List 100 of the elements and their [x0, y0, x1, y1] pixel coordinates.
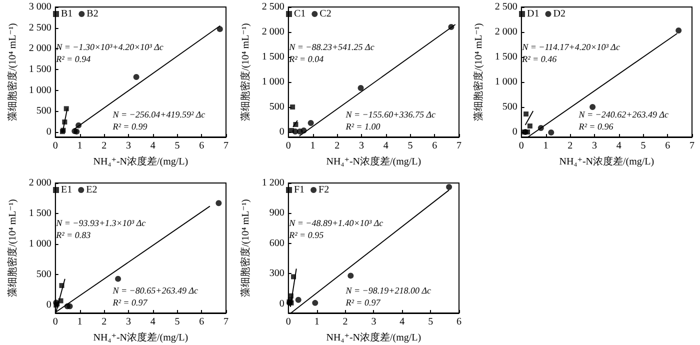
x-axis-title: NH₄⁺-N浓度差/(mg/L): [559, 156, 654, 168]
annotation: N = −256.04+419.59² Δc: [112, 109, 206, 120]
legend-label: C2: [320, 8, 332, 20]
x-tick-label: 2: [102, 316, 107, 328]
y-tick-label: 2 500: [262, 2, 284, 12]
x-tick-label: 7: [456, 140, 462, 152]
y-tick-label: 0: [46, 126, 52, 138]
x-tick-label: 3: [126, 316, 132, 328]
x-tick-label: 1: [310, 140, 316, 152]
y-tick-label: 0: [279, 298, 284, 310]
x-tick-label: 7: [224, 316, 228, 328]
annotation: R² = 0.46: [521, 54, 558, 64]
y-tick-label: 1 500: [494, 52, 518, 62]
y-tick-label: 1 000: [28, 238, 52, 250]
y-tick-label: 3 000: [28, 2, 52, 12]
y-tick-label: 600: [269, 238, 284, 249]
legend-label: F2: [318, 184, 330, 196]
x-tick-label: 1: [77, 140, 82, 152]
y-tick-label: 500: [269, 102, 284, 112]
x-tick-label: 7: [224, 140, 228, 152]
x-tick-label: 6: [432, 140, 438, 152]
annotation: R² = 0.97: [344, 297, 381, 308]
y-tick-label: 2 000: [262, 26, 284, 38]
x-tick-label: 4: [150, 140, 156, 152]
y-tick-label: 500: [36, 106, 52, 117]
y-tick-label: 2 500: [494, 2, 518, 12]
x-tick-label: 3: [371, 316, 376, 328]
annotation: N = −240.62+263.49 Δc: [578, 109, 668, 120]
x-tick-label: 4: [383, 140, 388, 152]
x-tick-label: 2: [102, 140, 107, 152]
y-tick-label: 1 000: [28, 84, 52, 96]
x-axis-title: NH₄⁺-N浓度差/(mg/L): [326, 332, 422, 344]
x-tick-label: 2: [568, 140, 573, 152]
x-tick-label: 2: [342, 316, 348, 328]
y-axis-title: 藻细胞密度/(10⁴ mL⁻¹): [472, 23, 484, 121]
x-axis-title: NH₄⁺-N浓度差/(mg/L): [93, 156, 188, 168]
y-axis-title: 藻细胞密度/(10⁴ mL⁻¹): [6, 199, 18, 297]
annotation: N = −80.65+263.49 Δc: [112, 285, 198, 296]
y-tick-label: 2 500: [28, 22, 52, 34]
x-tick-label: 1: [77, 316, 82, 328]
x-tick-label: 5: [408, 140, 413, 152]
annotation: R² = 0.94: [55, 54, 92, 64]
annotation: N = −155.60+336.75 Δc: [344, 109, 436, 120]
y-tick-label: 1 500: [28, 64, 52, 75]
y-tick-label: 1 500: [262, 52, 284, 62]
y-tick-label: 0: [46, 300, 52, 311]
annotation: N = −93.93+1.3×10³ Δc: [55, 218, 146, 228]
y-axis-title: 藻细胞密度/(10⁴ mL⁻¹): [240, 23, 252, 121]
x-tick-label: 5: [174, 316, 180, 328]
x-tick-label: 6: [665, 140, 670, 152]
legend-label: B1: [61, 8, 73, 20]
x-tick-label: 4: [400, 316, 405, 328]
y-tick-label: 0: [512, 126, 518, 138]
annotation: N = −48.89+1.40×10³ Δc: [288, 218, 384, 228]
x-tick-label: 5: [428, 316, 434, 328]
legend-label: E2: [86, 184, 98, 196]
x-tick-label: 7: [690, 140, 694, 152]
y-tick-label: 1 000: [494, 76, 518, 88]
annotation: R² = 0.83: [55, 230, 92, 240]
x-tick-label: 6: [199, 140, 204, 152]
y-tick-label: 0: [279, 126, 284, 138]
legend-label: E1: [61, 184, 72, 196]
x-axis-title: NH₄⁺-N浓度差/(mg/L): [93, 332, 188, 344]
annotation: N = −88.23+541.25 Δc: [288, 42, 374, 52]
legend-label: D2: [553, 8, 566, 20]
y-tick-label: 300: [269, 268, 284, 280]
y-axis-title: 藻细胞密度/(10⁴ mL⁻¹): [240, 199, 252, 297]
x-axis-title: NH₄⁺-N浓度差/(mg/L): [326, 156, 422, 168]
y-tick-label: 2 000: [28, 178, 52, 188]
annotation: R² = 0.99: [112, 121, 148, 132]
y-tick-label: 500: [502, 102, 518, 112]
x-tick-label: 4: [150, 316, 156, 328]
y-tick-label: 900: [269, 208, 284, 219]
annotation: R² = 0.96: [578, 121, 614, 132]
legend-label: D1: [527, 8, 540, 20]
y-tick-label: 1 000: [262, 76, 284, 88]
x-tick-label: 6: [199, 316, 204, 328]
x-tick-label: 3: [359, 140, 364, 152]
x-tick-label: 5: [640, 140, 646, 152]
annotation: N = −98.19+218.00 Δc: [344, 285, 431, 296]
x-tick-label: 3: [126, 140, 132, 152]
legend-label: B2: [86, 8, 98, 20]
y-tick-label: 1 500: [28, 208, 52, 220]
annotation: R² = 0.95: [288, 230, 324, 240]
y-axis-title: 藻细胞密度/(10⁴ mL⁻¹): [6, 23, 18, 121]
y-tick-label: 1 200: [262, 178, 284, 188]
x-tick-label: 1: [314, 316, 320, 328]
x-tick-label: 4: [616, 140, 622, 152]
x-tick-label: 2: [334, 140, 340, 152]
annotation: R² = 1.00: [344, 121, 381, 132]
x-tick-label: 6: [456, 316, 462, 328]
x-tick-label: 5: [174, 140, 180, 152]
y-tick-label: 500: [36, 269, 52, 280]
annotation: N = −114.17+4.20×10³ Δc: [521, 42, 620, 52]
y-tick-label: 2 000: [28, 43, 52, 54]
x-tick-label: 1: [543, 140, 548, 152]
y-tick-label: 2 000: [494, 26, 518, 38]
x-tick-label: 3: [592, 140, 598, 152]
legend-label: C1: [294, 8, 306, 20]
annotation: R² = 0.04: [288, 54, 324, 64]
